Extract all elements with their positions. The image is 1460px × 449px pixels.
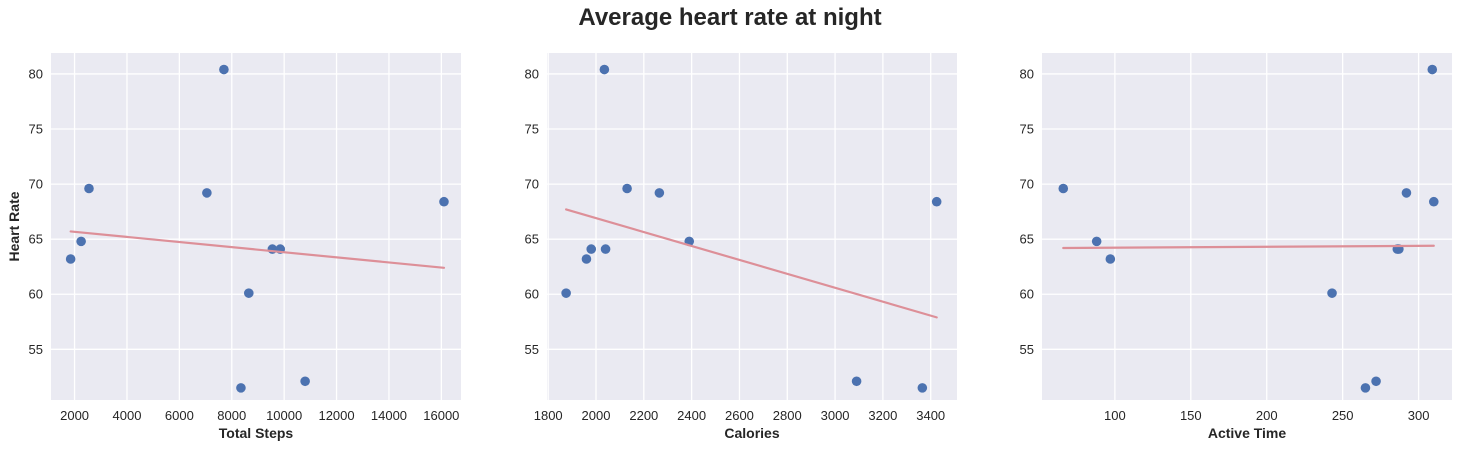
panel-2-point-2 (586, 244, 597, 254)
chart-title: Average heart rate at night (578, 4, 882, 31)
panel-1-point-5 (236, 383, 246, 393)
panel-1-point-9 (300, 376, 310, 387)
panel-3-point-3 (1327, 288, 1337, 298)
panel-3-point-5 (1371, 376, 1381, 387)
panel-1-xtick-label-6: 14000 (371, 408, 407, 423)
panel-2-point-5 (622, 183, 632, 194)
panel-1-ytick-label-1: 60 (29, 287, 43, 302)
panel-3-trend-line (1062, 244, 1435, 250)
panel-1-point-10 (439, 196, 449, 207)
panel-2-xlabel: Calories (724, 425, 779, 441)
panel-3-point-2 (1105, 254, 1116, 264)
panel-2-point-9 (917, 383, 928, 393)
panel-3-xtick-label-1: 150 (1180, 408, 1202, 423)
panel-1-trend-line (69, 230, 446, 269)
panel-1-xtick-label-2: 6000 (165, 408, 194, 423)
panel-2-xtick-label-6: 3000 (821, 408, 850, 423)
panel-1-point-6 (243, 288, 254, 298)
panel-1-xtick-label-3: 8000 (217, 408, 246, 423)
panel-3-ytick-label-2: 65 (1020, 232, 1034, 247)
panel-2-point-8 (851, 376, 862, 387)
panel-2-trend-line (565, 208, 938, 319)
panel-1-ytick-label-5: 80 (29, 66, 43, 81)
panel-1-ylabel: Heart Rate (6, 191, 22, 261)
panel-1-point-1 (76, 236, 86, 247)
panel-3-point-9 (1427, 64, 1438, 75)
panel-3-point-8 (1401, 188, 1412, 198)
panel-2-ytick-label-3: 70 (525, 177, 539, 192)
panel-2-ytick-label-1: 60 (525, 287, 539, 302)
panel-1-xtick-label-4: 10000 (266, 408, 302, 423)
panel-3-ytick-label-3: 70 (1020, 177, 1034, 192)
panel-3-ytick-label-5: 80 (1020, 66, 1034, 81)
panel-3-point-1 (1091, 236, 1102, 247)
panel-1-xtick-label-7: 16000 (423, 408, 459, 423)
panel-3-point-0 (1058, 183, 1069, 194)
panel-2-xtick-label-1: 2000 (582, 408, 611, 423)
panel-2-xtick-label-4: 2600 (725, 408, 754, 423)
panel-1-ytick-label-3: 70 (29, 177, 43, 192)
panel-3-ytick-label-0: 55 (1020, 342, 1034, 357)
panel-3-xtick-label-4: 300 (1408, 408, 1430, 423)
panel-1-xtick-label-0: 2000 (60, 408, 89, 423)
panel-3-xtick-label-0: 100 (1104, 408, 1126, 423)
panel-3-xtick-label-3: 250 (1332, 408, 1354, 423)
panel-1-background (51, 53, 461, 400)
panel-2-xtick-label-3: 2400 (677, 408, 706, 423)
panel-2-point-6 (654, 188, 665, 198)
panel-1-point-4 (219, 64, 229, 75)
panel-3-xlabel: Active Time (1208, 425, 1287, 441)
panel-2-point-3 (600, 244, 611, 254)
panel-1-xtick-label-5: 12000 (318, 408, 354, 423)
panel-2-ytick-label-0: 55 (525, 342, 539, 357)
panel-1-ytick-label-0: 55 (29, 342, 43, 357)
panel-1-ytick-label-4: 75 (29, 122, 43, 137)
panel-2-point-1 (581, 254, 592, 264)
panel-2-ytick-label-4: 75 (525, 122, 539, 137)
panel-3-point-4 (1360, 383, 1371, 393)
panel-2-point-4 (599, 64, 610, 75)
panel-1-xtick-label-1: 4000 (113, 408, 142, 423)
panel-2-point-10 (931, 196, 942, 207)
panel-1-xlabel: Total Steps (219, 425, 294, 441)
panel-2-xtick-label-7: 3200 (868, 408, 897, 423)
panel-1-point-2 (84, 183, 94, 194)
panel-2-ytick-label-2: 65 (525, 232, 539, 247)
panel-2-point-0 (561, 288, 571, 298)
panel-3-point-10 (1428, 196, 1439, 207)
panel-1-point-3 (202, 188, 212, 198)
panel-3-xtick-label-2: 200 (1256, 408, 1278, 423)
panel-2-background (547, 53, 957, 400)
panel-2-xtick-label-0: 1800 (534, 408, 563, 423)
panel-2-xtick-label-8: 3400 (916, 408, 945, 423)
panel-2-xtick-label-5: 2800 (773, 408, 802, 423)
panel-2-ytick-label-5: 80 (525, 66, 539, 81)
panel-1-ytick-label-2: 65 (29, 232, 43, 247)
panel-1-point-0 (65, 254, 76, 264)
panel-3-background (1042, 53, 1452, 400)
panel-3-ytick-label-1: 60 (1020, 287, 1034, 302)
panel-2-xtick-label-2: 2200 (629, 408, 658, 423)
panel-3-ytick-label-4: 75 (1020, 122, 1034, 137)
